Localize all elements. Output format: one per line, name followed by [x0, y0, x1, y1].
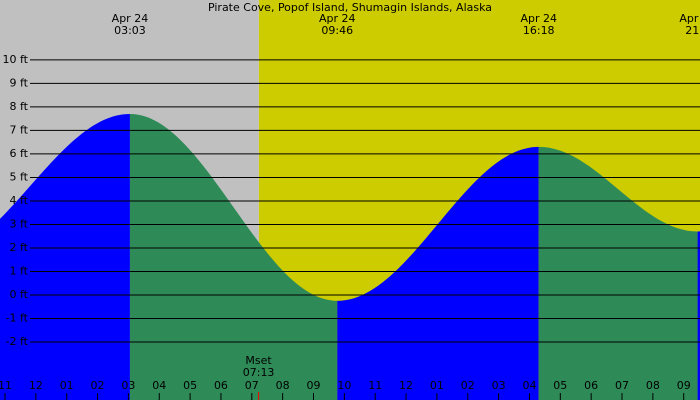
- x-tick-label: 07: [615, 379, 629, 392]
- extreme-time: 03:03: [114, 24, 146, 37]
- y-tick-label: 4 ft: [10, 194, 29, 207]
- x-tick-label: 04: [152, 379, 166, 392]
- x-tick-label: 10: [337, 379, 351, 392]
- y-tick-label: 7 ft: [10, 123, 29, 136]
- x-tick-label: 09: [677, 379, 691, 392]
- extreme-time: 21:2: [685, 24, 700, 37]
- falling-tide: [538, 146, 698, 400]
- x-tick-label: 03: [492, 379, 506, 392]
- y-tick-label: 1 ft: [10, 264, 29, 277]
- x-tick-label: 04: [522, 379, 536, 392]
- x-tick-label: 06: [214, 379, 228, 392]
- x-tick-label: 08: [646, 379, 660, 392]
- y-tick-label: 6 ft: [10, 147, 29, 160]
- rising-tide: [0, 113, 130, 400]
- x-tick-label: 02: [461, 379, 475, 392]
- x-tick-label: 01: [430, 379, 444, 392]
- y-tick-label: 0 ft: [10, 288, 29, 301]
- x-tick-label: 05: [553, 379, 567, 392]
- y-tick-label: 8 ft: [10, 100, 29, 113]
- extreme-date: Apr 24: [520, 12, 557, 25]
- x-tick-label: 09: [307, 379, 321, 392]
- y-tick-label: 9 ft: [10, 76, 29, 89]
- x-tick-label: 11: [368, 379, 382, 392]
- y-tick-label: -2 ft: [6, 335, 29, 348]
- rising-tide: [697, 231, 700, 400]
- x-tick-label: 07: [245, 379, 259, 392]
- y-tick-label: 10 ft: [3, 53, 29, 66]
- x-tick-label: 11: [0, 379, 12, 392]
- y-tick-label: 2 ft: [10, 241, 29, 254]
- extreme-time: 16:18: [523, 24, 555, 37]
- y-tick-label: -1 ft: [6, 311, 29, 324]
- falling-tide: [129, 113, 338, 400]
- y-tick-label: 3 ft: [10, 217, 29, 230]
- x-tick-label: 01: [60, 379, 74, 392]
- chart-title: Pirate Cove, Popof Island, Shumagin Isla…: [208, 1, 492, 14]
- x-tick-label: 12: [399, 379, 413, 392]
- x-tick-label: 02: [91, 379, 105, 392]
- x-tick-label: 12: [29, 379, 43, 392]
- rising-tide: [337, 146, 539, 400]
- moonset-label: Mset: [245, 354, 272, 367]
- extreme-date: Apr 24: [679, 12, 700, 25]
- extreme-time: 09:46: [321, 24, 353, 37]
- moonset-time: 07:13: [243, 366, 275, 379]
- extreme-date: Apr 24: [319, 12, 356, 25]
- y-tick-label: 5 ft: [10, 170, 29, 183]
- x-tick-label: 05: [183, 379, 197, 392]
- x-tick-label: 06: [584, 379, 598, 392]
- x-tick-label: 08: [276, 379, 290, 392]
- extreme-date: Apr 24: [112, 12, 149, 25]
- x-tick-label: 03: [121, 379, 135, 392]
